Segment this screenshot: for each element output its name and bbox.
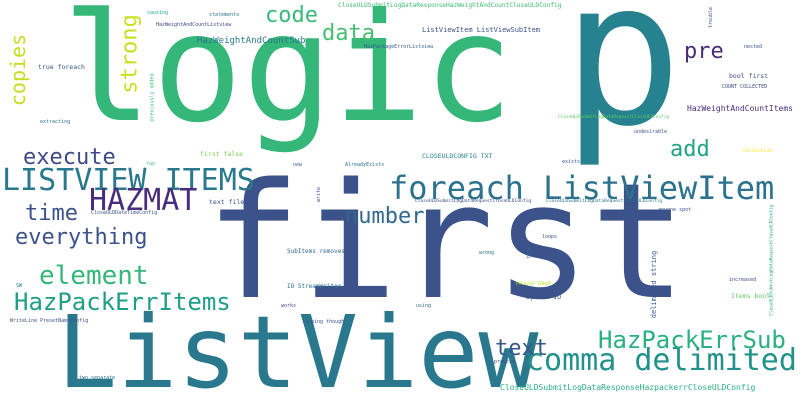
word-strong: strong	[117, 14, 143, 94]
word-listview: ListView	[57, 294, 539, 400]
word-program: program	[494, 359, 516, 365]
word-true-foreach: true foreach	[38, 63, 85, 71]
word-closeuld-request-d: CloseULDSubmitLogDataRequestCloseULDConf…	[769, 204, 775, 316]
word-code: code	[265, 3, 318, 28]
word-extracting: extracting	[40, 119, 71, 125]
word-collection: collection	[742, 148, 773, 154]
word-new: new	[293, 162, 303, 168]
word-io-streamwriter: IO StreamWriter	[287, 283, 342, 290]
word-comma-delimited: comma delimited	[526, 343, 797, 378]
word-closeuld-hazpackerr-config: CloseULDSubmitLogDataResponseHazpackerrC…	[500, 383, 756, 392]
word-closeuld-request-a: CloseULDSubmitLogDataRequestCloseULDConf…	[415, 199, 532, 204]
word-previously-added: previously added	[149, 73, 156, 122]
word-p: p	[562, 0, 683, 171]
word-items-bool: Items bool	[731, 292, 771, 300]
word-element: element	[39, 261, 149, 291]
word-statements: statements	[209, 12, 240, 18]
word-closeuld-hazweight-config: CloseULDSubmitLogDataResponseHazWeightAn…	[338, 2, 562, 9]
word-system-io: System IO	[526, 293, 562, 301]
word-hazweightandcountlistview: HazWeightAndCountListview	[156, 22, 232, 28]
word-undesirable: undesirable	[634, 129, 668, 135]
word-execute: execute	[23, 145, 116, 170]
word-hazpackerrsub: HazPackErrSub	[598, 326, 786, 354]
word-subitems-removes: SubItems removes	[287, 248, 345, 255]
word-hazweightandcountsub: HazWeightAndCountSub	[197, 36, 306, 46]
word-write: write	[316, 186, 323, 203]
word-logic: logic	[62, 0, 514, 156]
word-closeulddatetimeconfig: CloseULDDateTimeConfig	[91, 210, 158, 216]
word-text: text	[495, 336, 548, 361]
word-hazmat: HAZMAT	[89, 183, 198, 218]
word-two-separate: two separate	[79, 375, 116, 381]
word-listview-items: LISTVIEW ITEMS	[2, 163, 255, 198]
word-alreadyexists: AlreadyExists	[345, 162, 385, 168]
word-copies: copies	[6, 33, 31, 107]
word-increased: increased	[729, 277, 757, 283]
word-add: add	[670, 137, 710, 162]
word-first: first	[205, 148, 687, 335]
word-causing: causing	[147, 10, 169, 16]
word-package-error: PACKAGE ERROR	[516, 282, 552, 287]
word-listviewitem-listviewsubitem: ListViewItem ListViewSubItem	[422, 26, 541, 34]
word-loops: loops	[542, 234, 558, 240]
word-true: true	[526, 246, 533, 259]
word-closeuld-request-b: CloseULDSubmitLogDataRequestCloseULDConf…	[546, 199, 663, 204]
word-looping-though: looping though	[302, 319, 345, 325]
word-number: number	[345, 204, 425, 229]
word-pre: pre	[684, 39, 724, 64]
word-run: run	[146, 161, 156, 167]
word-hazpackageerrorlistview: HazPackageErrorListview	[364, 44, 434, 50]
word-sw: SW	[16, 283, 23, 289]
word-anyone-spot: anyone spot	[658, 207, 692, 213]
word-closeuldconfig-txt: CLOSEULDCONFIG TXT	[422, 152, 493, 160]
word-closeuld-request-c: CloseULDSubmitLogDataRequestCloseULDConf…	[558, 115, 670, 120]
word-count-collected: COUNT COLLECTED	[722, 84, 768, 90]
word-trouble: trouble	[708, 6, 715, 29]
word-wrong: wrong	[479, 250, 495, 256]
word-nested: nested	[744, 44, 763, 50]
word-time: time	[25, 201, 78, 226]
word-bool-first: bool first	[729, 72, 769, 80]
word-exists: exists	[562, 159, 581, 165]
word-hazweightandcountitems: HazWeightAndCountItems	[687, 104, 793, 113]
word-everything: everything	[15, 225, 148, 250]
word-text-file: text file	[209, 198, 245, 206]
word-hazpackerritems: HazPackErrItems	[14, 288, 231, 316]
word-delimited-string: delimited string	[650, 250, 659, 319]
word-first-false: first false	[200, 150, 244, 158]
word-foreach-listviewitem: foreach ListViewItem	[389, 169, 775, 207]
word-writeline-presetnameconfig: WriteLine PresetNameConfig	[10, 318, 89, 324]
word-data: data	[322, 21, 375, 46]
word-works: works	[281, 303, 297, 309]
word-using: using	[416, 303, 432, 309]
